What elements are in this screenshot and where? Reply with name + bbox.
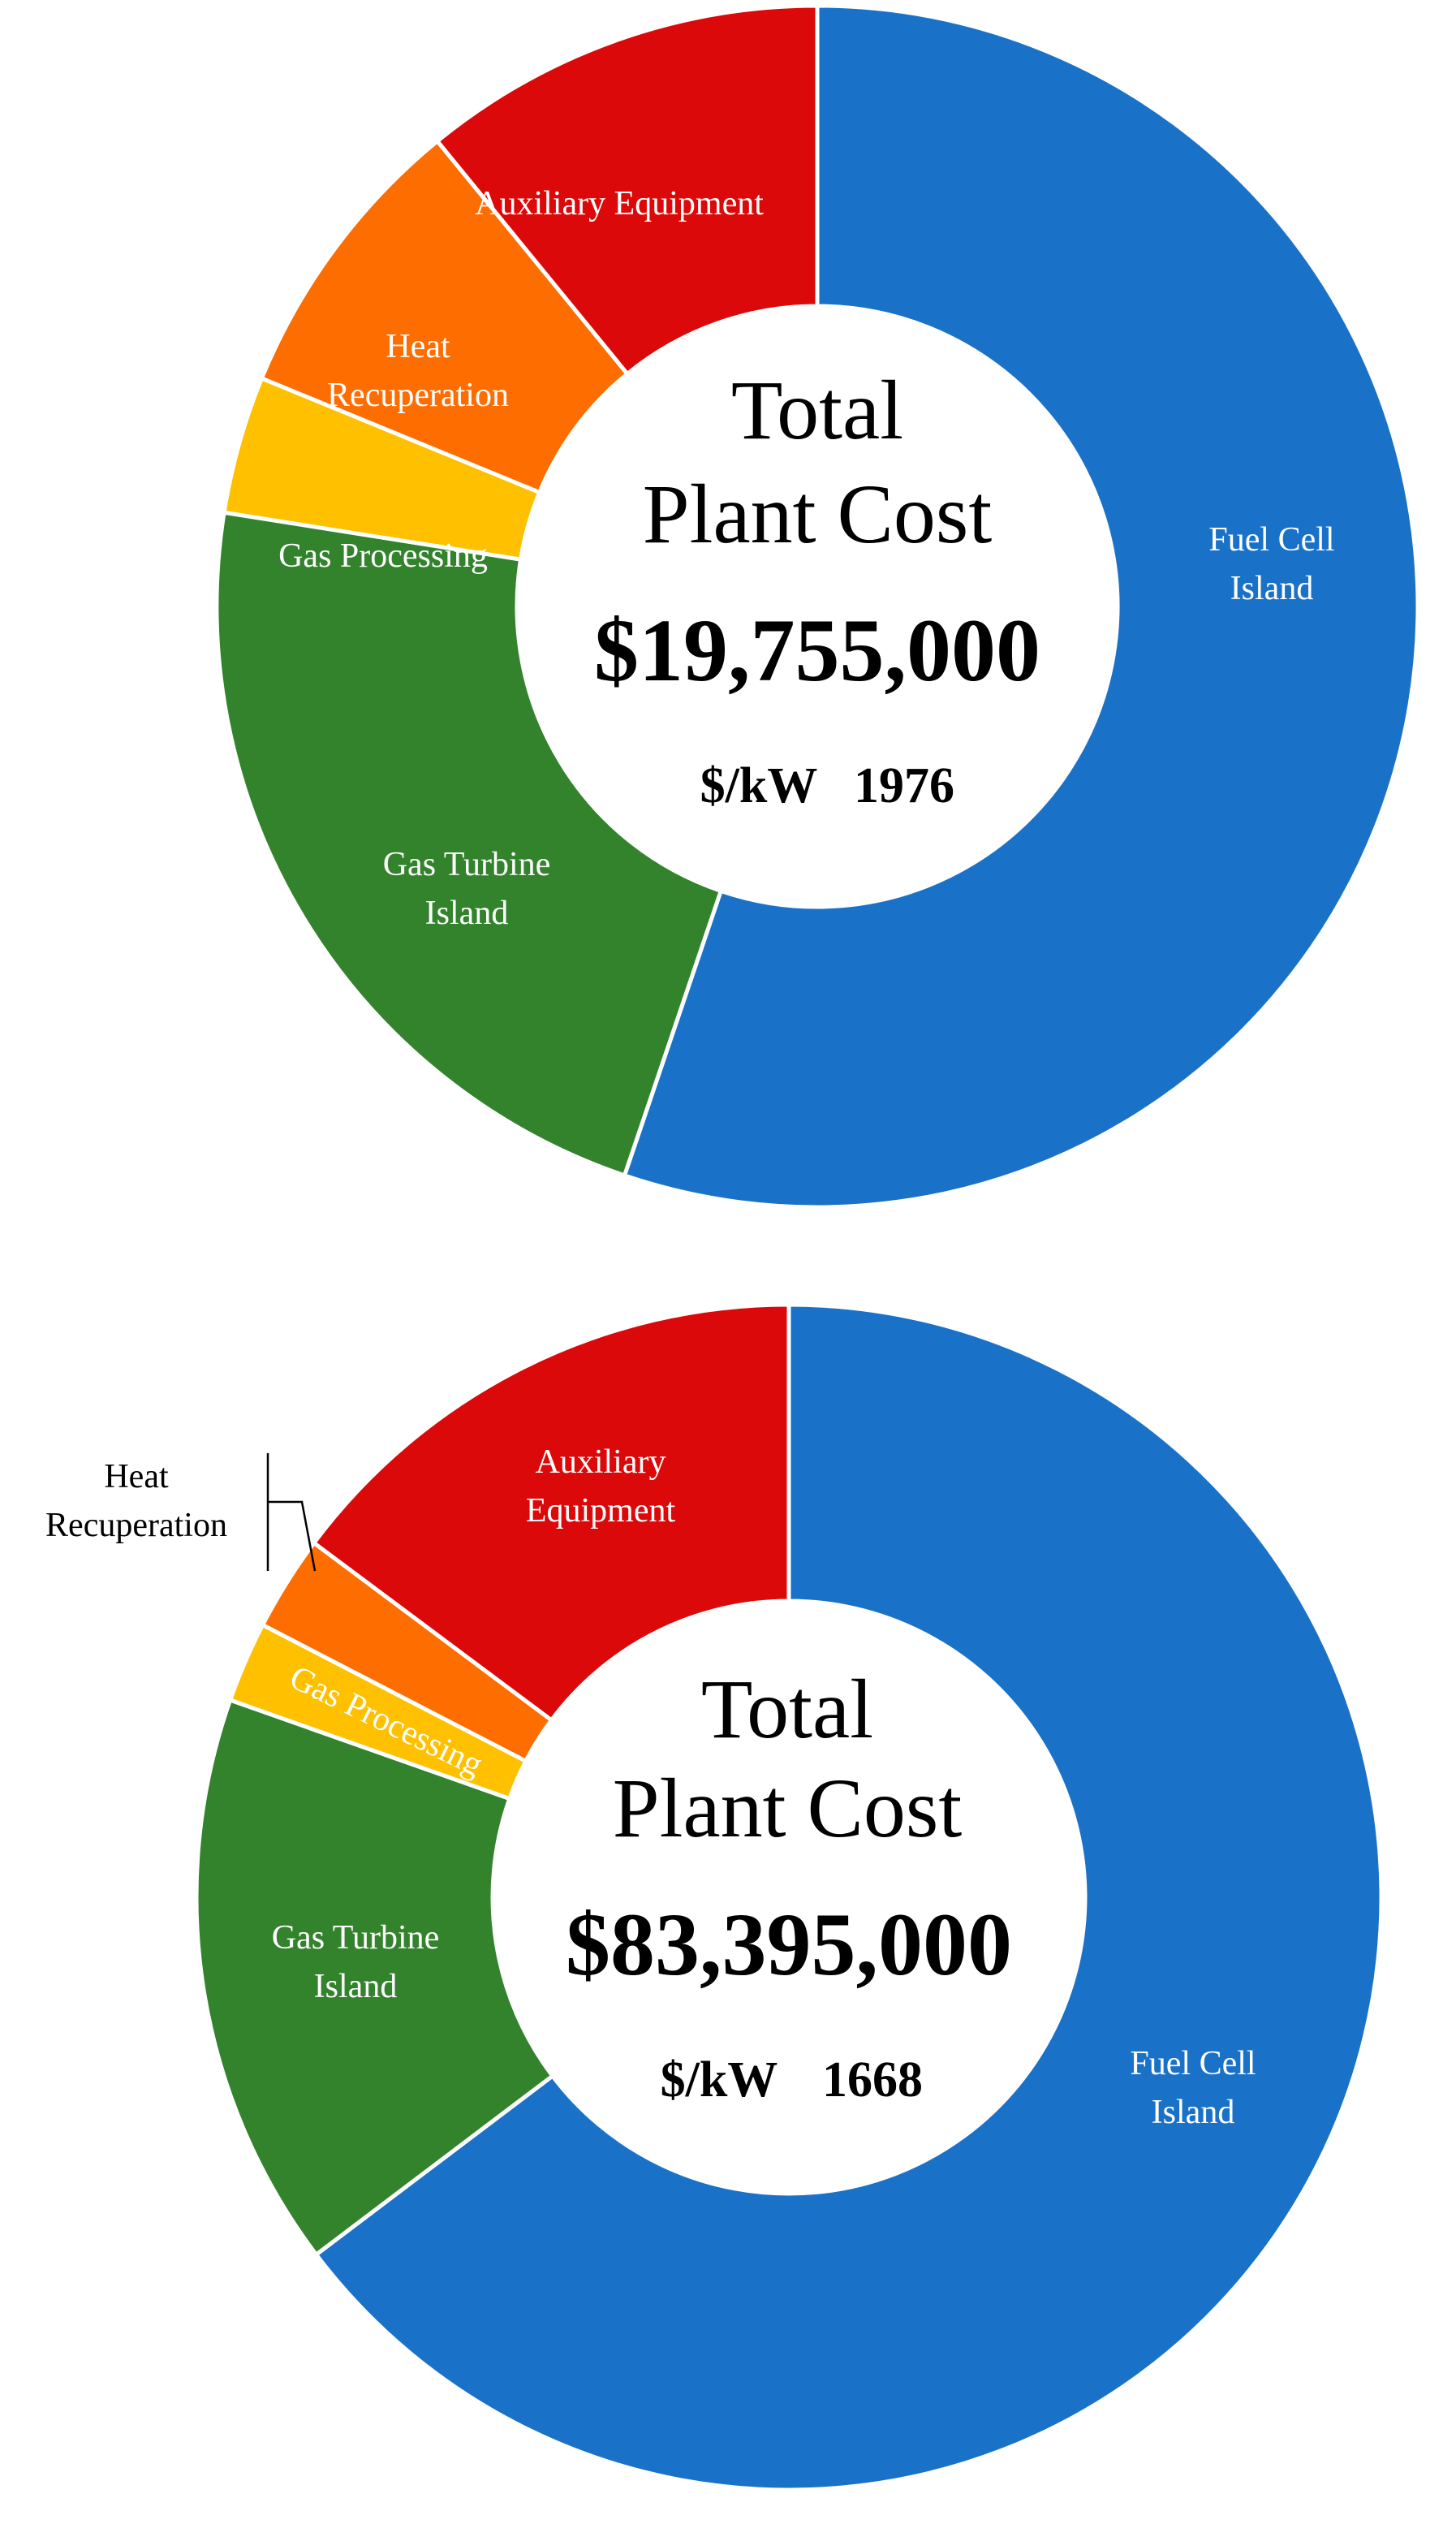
label-gas-turbine-island: Gas Turbine Island <box>383 846 551 932</box>
slice-fuel-cell-island <box>313 1302 1384 2492</box>
label-fuel-cell-island: Fuel Cell Island <box>1130 2045 1256 2131</box>
label-heat-recuperation: Heat Recuperation <box>45 1458 227 1544</box>
donut-chart-1: Fuel Cell Island Gas Turbine Island Gas Proc… <box>214 3 1420 1210</box>
center-per-kw-label: $/kW <box>661 2052 778 2108</box>
slice-gas-turbine-island <box>214 510 724 1179</box>
slice-heat-recuperation <box>259 138 631 495</box>
label-fuel-cell-island: Fuel Cell Island <box>1208 521 1334 607</box>
slice-fuel-cell-island <box>622 3 1420 1210</box>
center-total-cost: $19,755,000 <box>594 601 1040 700</box>
center-title-line2: Plant Cost <box>643 468 993 561</box>
slice-auxiliary-equipment <box>434 3 820 377</box>
center-total-cost: $83,395,000 <box>566 1895 1012 1994</box>
label-heat-recuperation: Heat Recuperation <box>327 328 509 414</box>
center-per-kw-value: 1976 <box>854 758 954 813</box>
center-per-kw-value: 1668 <box>822 2052 923 2108</box>
label-auxiliary-equipment: Auxiliary Equipment <box>475 185 764 222</box>
callout-leader-line <box>266 1453 317 1572</box>
center-title-line2: Plant Cost <box>613 1762 963 1855</box>
center-text-2: Total Plant Cost $83,395,000 $/kW 1668 <box>566 1663 1012 2108</box>
label-gas-processing: Gas Processing <box>278 537 488 575</box>
center-text-1: Total Plant Cost $19,755,000 $/kW 1976 <box>594 364 1040 813</box>
label-auxiliary-equipment: Auxiliary Equipment <box>526 1443 676 1530</box>
center-title-line1: Total <box>731 364 903 457</box>
label-gas-turbine-island: Gas Turbine Island <box>272 1919 440 2005</box>
center-title-line1: Total <box>701 1663 873 1756</box>
slice-auxiliary-equipment <box>311 1302 791 1724</box>
slice-gas-turbine-island <box>194 1697 556 2258</box>
center-per-kw-label: $/kW <box>700 758 818 813</box>
